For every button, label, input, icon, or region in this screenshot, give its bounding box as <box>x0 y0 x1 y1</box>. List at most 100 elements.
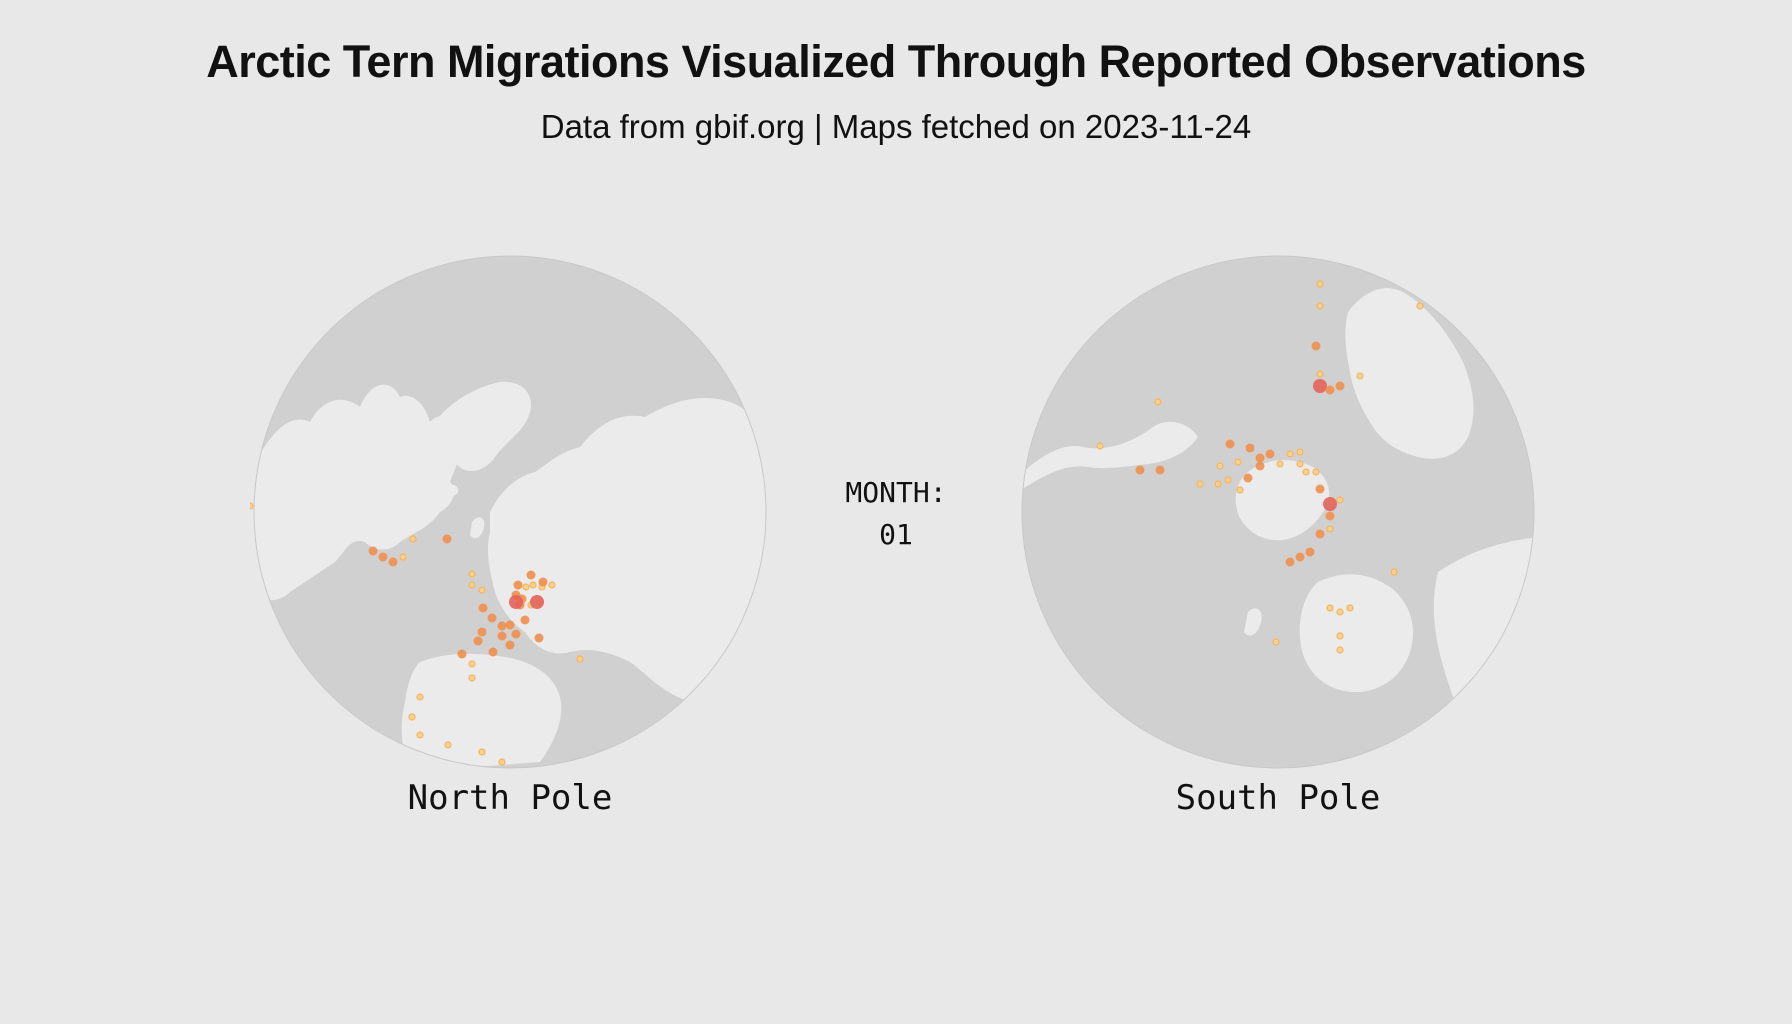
observation-point <box>1325 385 1335 395</box>
observation-point <box>368 546 378 556</box>
observation-point <box>478 603 488 613</box>
observation-point <box>416 693 424 701</box>
observation-point <box>529 581 537 589</box>
observation-point <box>378 552 388 562</box>
observation-point <box>1243 473 1253 483</box>
south-america-land <box>1022 421 1198 492</box>
observation-point <box>1234 458 1242 466</box>
observation-point <box>505 640 515 650</box>
observation-point <box>468 570 476 578</box>
north-pole-map <box>250 255 767 769</box>
observation-point <box>442 534 452 544</box>
observation-point <box>1311 341 1321 351</box>
observation-point <box>416 731 424 739</box>
britain-land <box>470 517 485 539</box>
observation-point <box>1302 468 1310 476</box>
month-value: 01 <box>879 518 913 551</box>
observation-point <box>1325 511 1335 521</box>
observation-point <box>1315 484 1325 494</box>
north-landmasses <box>254 381 766 768</box>
observation-point <box>520 615 530 625</box>
observation-point <box>1272 638 1280 646</box>
observation-point <box>509 595 523 609</box>
chart-subtitle: Data from gbif.org | Maps fetched on 202… <box>540 108 1252 145</box>
observation-point <box>522 583 530 591</box>
observation-point <box>497 631 507 641</box>
observation-point <box>1196 480 1204 488</box>
observation-point <box>477 627 487 637</box>
observation-point <box>488 647 498 657</box>
observation-point <box>1295 552 1305 562</box>
observation-point <box>1135 465 1145 475</box>
africa-land <box>401 653 562 768</box>
observation-point <box>1255 453 1265 463</box>
australia-land <box>1299 574 1414 692</box>
observation-point <box>1326 604 1334 612</box>
observation-point <box>1305 547 1315 557</box>
observation-point <box>548 581 556 589</box>
asia-edge-land <box>1433 537 1534 768</box>
observation-point <box>408 713 416 721</box>
observation-point <box>1224 476 1232 484</box>
north-pole-label: North Pole <box>407 778 613 818</box>
observation-point <box>511 629 521 639</box>
observation-point <box>1313 379 1327 393</box>
antarctica-land <box>1235 460 1330 541</box>
observation-point <box>498 758 506 766</box>
observation-point <box>1312 468 1320 476</box>
observation-point <box>1416 302 1424 310</box>
observation-point <box>1296 448 1304 456</box>
observation-point <box>468 674 476 682</box>
observation-point <box>1336 608 1344 616</box>
observation-point <box>1356 372 1364 380</box>
observation-point <box>534 633 544 643</box>
observation-point <box>399 553 407 561</box>
observation-point <box>538 577 548 587</box>
observation-point <box>505 620 515 630</box>
greenland-land <box>435 381 531 472</box>
observation-point <box>1236 486 1244 494</box>
observation-point <box>1326 525 1334 533</box>
observation-point <box>1286 450 1294 458</box>
new-zealand-land <box>1244 608 1262 636</box>
observation-point <box>468 581 476 589</box>
observation-point <box>526 570 536 580</box>
africa-south-land <box>1345 288 1474 459</box>
observation-point <box>1155 465 1165 475</box>
observation-point <box>1316 302 1324 310</box>
observation-point <box>457 649 467 659</box>
observation-point <box>1225 439 1235 449</box>
observation-point <box>487 613 497 623</box>
observation-point <box>1276 460 1284 468</box>
iceland-land <box>440 484 459 497</box>
observation-point <box>388 557 398 567</box>
observation-point <box>478 586 486 594</box>
observation-point <box>1096 442 1104 450</box>
month-indicator: MONTH: 01 <box>796 472 996 556</box>
observation-point <box>1216 462 1224 470</box>
observation-point <box>1285 557 1295 567</box>
chart-title: Arctic Tern Migrations Visualized Throug… <box>206 36 1586 87</box>
observation-point <box>1154 398 1162 406</box>
observation-point <box>1265 449 1275 459</box>
north-america-land <box>254 384 462 601</box>
observation-point <box>250 502 254 510</box>
observation-point <box>1214 480 1222 488</box>
observation-point <box>513 580 523 590</box>
observation-point <box>1336 496 1344 504</box>
observation-point <box>1255 461 1265 471</box>
south-observations <box>1096 280 1424 654</box>
observation-point <box>478 748 486 756</box>
south-pole-label: South Pole <box>1175 778 1381 818</box>
south-pole-map <box>1021 255 1535 769</box>
observation-point <box>1316 280 1324 288</box>
eurasia-land <box>487 397 766 702</box>
north-observations <box>250 502 584 766</box>
observation-point <box>497 621 507 631</box>
observation-point <box>1336 646 1344 654</box>
observation-point <box>1346 604 1354 612</box>
observation-point <box>1390 568 1398 576</box>
observation-point <box>1335 381 1345 391</box>
observation-point <box>409 535 417 543</box>
observation-point <box>444 741 452 749</box>
